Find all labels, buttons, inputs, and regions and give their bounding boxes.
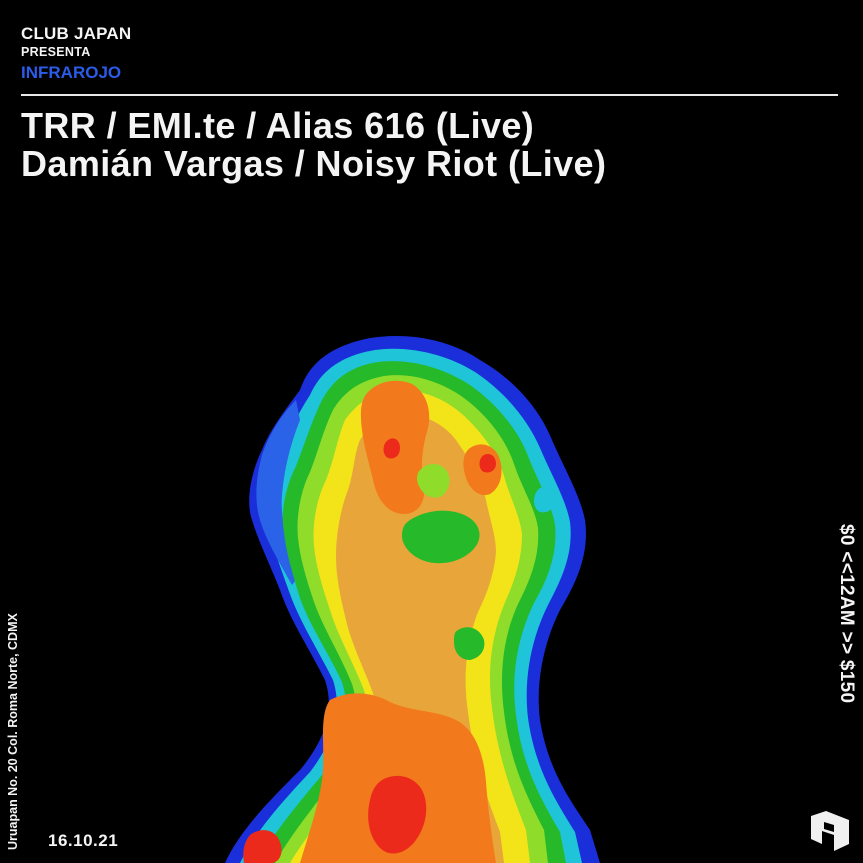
event-date: 16.10.21 <box>48 831 119 850</box>
header-divider <box>21 94 838 96</box>
venue-logo-icon <box>811 811 849 851</box>
club-name: CLUB JAPAN <box>21 24 132 43</box>
lineup-line-2: Damián Vargas / Noisy Riot (Live) <box>21 143 607 184</box>
lineup-line-1: TRR / EMI.te / Alias 616 (Live) <box>21 105 535 146</box>
entry-prices: $0 <<12AM >> $150 <box>836 524 857 704</box>
presenta-label: PRESENTA <box>21 45 91 59</box>
event-name: INFRAROJO <box>21 63 122 82</box>
venue-address: Uruapan No. 20 Col. Roma Norte, CDMX <box>6 613 20 850</box>
